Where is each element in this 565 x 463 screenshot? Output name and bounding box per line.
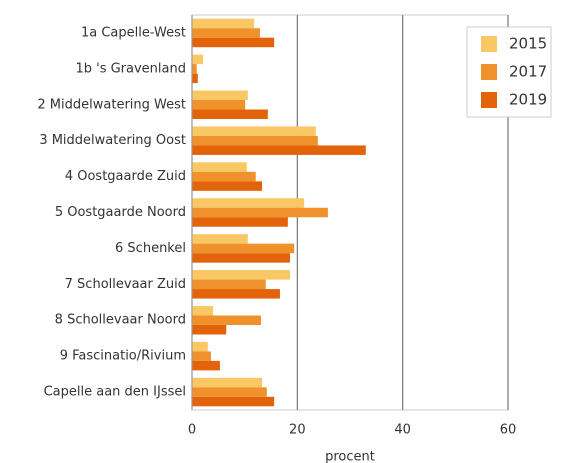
legend-label: 2019 bbox=[509, 91, 547, 109]
bar bbox=[192, 109, 268, 120]
bar bbox=[192, 279, 266, 290]
bar bbox=[192, 198, 305, 208]
bar bbox=[192, 396, 275, 407]
bar bbox=[192, 289, 280, 299]
bar bbox=[192, 135, 318, 146]
y-tick-label: 6 Schenkel bbox=[115, 241, 186, 256]
y-tick-label: 3 Middelwatering Oost bbox=[39, 133, 186, 148]
bar bbox=[192, 90, 248, 101]
bar bbox=[192, 324, 227, 335]
x-axis-label: procent bbox=[325, 450, 375, 463]
y-tick-label: 4 Oostgaarde Zuid bbox=[65, 169, 186, 184]
bar bbox=[192, 315, 261, 325]
y-tick-label: 1a Capelle-West bbox=[81, 25, 186, 40]
legend-label: 2015 bbox=[509, 35, 547, 53]
bar bbox=[192, 243, 295, 254]
legend-swatch bbox=[481, 64, 497, 80]
bar bbox=[192, 73, 198, 84]
x-tick-label: 20 bbox=[289, 423, 306, 438]
bar bbox=[192, 270, 290, 280]
bar bbox=[192, 387, 267, 397]
bar bbox=[192, 37, 275, 48]
bar bbox=[192, 351, 211, 361]
legend-swatch bbox=[481, 36, 497, 52]
bar bbox=[192, 126, 316, 136]
y-tick-label: Capelle aan den IJssel bbox=[44, 385, 186, 400]
bar bbox=[192, 253, 290, 263]
x-tick-label: 60 bbox=[500, 423, 517, 438]
bar bbox=[192, 181, 263, 191]
y-tick-label: 1b 's Gravenland bbox=[75, 61, 186, 76]
bar bbox=[192, 28, 260, 38]
legend-swatch bbox=[481, 92, 497, 108]
y-tick-label: 5 Oostgaarde Noord bbox=[55, 205, 186, 220]
bar bbox=[192, 305, 214, 316]
bar bbox=[192, 207, 328, 218]
bar bbox=[192, 100, 246, 110]
bar bbox=[192, 377, 263, 388]
legend-label: 2017 bbox=[509, 63, 547, 81]
bar bbox=[192, 234, 248, 244]
bar bbox=[192, 217, 288, 227]
bar bbox=[192, 54, 204, 65]
bar bbox=[192, 360, 220, 371]
bar bbox=[192, 18, 255, 29]
bar bbox=[192, 162, 247, 172]
bar bbox=[192, 171, 256, 182]
y-tick-label: 7 Schollevaar Zuid bbox=[65, 277, 186, 292]
y-tick-label: 8 Schollevaar Noord bbox=[55, 313, 186, 328]
bar bbox=[192, 145, 366, 155]
x-tick-label: 40 bbox=[394, 423, 411, 438]
y-tick-label: 2 Middelwatering West bbox=[37, 97, 186, 112]
y-tick-label: 9 Fascinatio/Rivium bbox=[60, 349, 186, 364]
bar bbox=[192, 341, 208, 352]
x-tick-label: 0 bbox=[188, 423, 196, 438]
bar bbox=[192, 64, 197, 74]
